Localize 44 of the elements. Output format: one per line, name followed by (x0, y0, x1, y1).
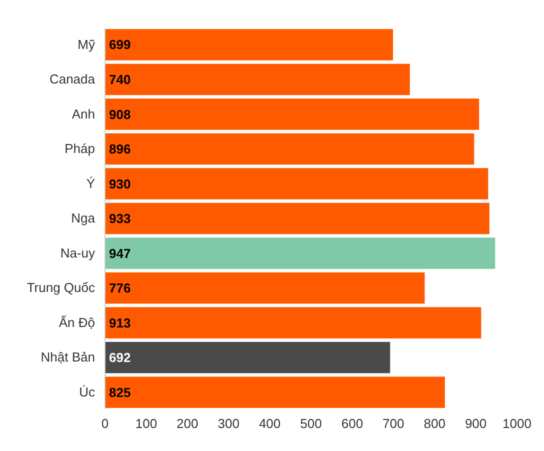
bar (105, 307, 482, 338)
bar (105, 133, 474, 165)
y-tick-label: Nhật Bản (40, 350, 95, 365)
data-label: 947 (109, 246, 131, 261)
bar (105, 376, 445, 408)
bar (105, 238, 496, 269)
y-tick-label: Úc (79, 384, 96, 400)
x-tick-label: 600 (341, 416, 364, 432)
x-tick-label: 1000 (502, 416, 532, 432)
y-tick-label: Mỹ (78, 36, 96, 52)
y-tick-label: Trung Quốc (26, 280, 96, 296)
y-tick-label: Na-uy (60, 245, 96, 260)
x-tick-label: 700 (382, 416, 404, 432)
x-tick-label: 800 (424, 416, 446, 432)
x-tick-label: 100 (135, 416, 158, 432)
x-tick-label: 900 (464, 416, 487, 432)
bar (105, 64, 410, 96)
x-tick-label: 400 (258, 416, 281, 432)
bar (105, 98, 480, 130)
bar (105, 342, 390, 374)
data-label: 933 (109, 211, 131, 226)
bar (105, 202, 490, 234)
y-tick-label: Canada (49, 72, 96, 87)
bar (105, 168, 488, 200)
y-tick-label: Anh (72, 106, 95, 122)
y-tick-label: Ý (86, 176, 96, 191)
x-tick-label: 0 (101, 416, 109, 432)
x-tick-label: 200 (176, 416, 198, 432)
data-label: 913 (109, 315, 131, 330)
data-label: 896 (109, 142, 131, 157)
data-label: 776 (109, 280, 131, 296)
x-tick-label: 300 (218, 416, 240, 432)
data-label: 692 (109, 350, 131, 366)
data-label: 825 (109, 384, 131, 400)
bar (105, 272, 425, 304)
y-tick-label: Ấn Độ (58, 314, 95, 330)
data-label: 740 (109, 72, 131, 87)
y-tick-label: Pháp (64, 141, 95, 156)
data-label: 699 (109, 37, 131, 52)
bar (105, 29, 393, 60)
y-tick-label: Nga (71, 210, 96, 226)
data-label: 908 (109, 106, 131, 122)
data-label: 930 (109, 176, 131, 192)
x-tick-label: 500 (300, 416, 322, 432)
